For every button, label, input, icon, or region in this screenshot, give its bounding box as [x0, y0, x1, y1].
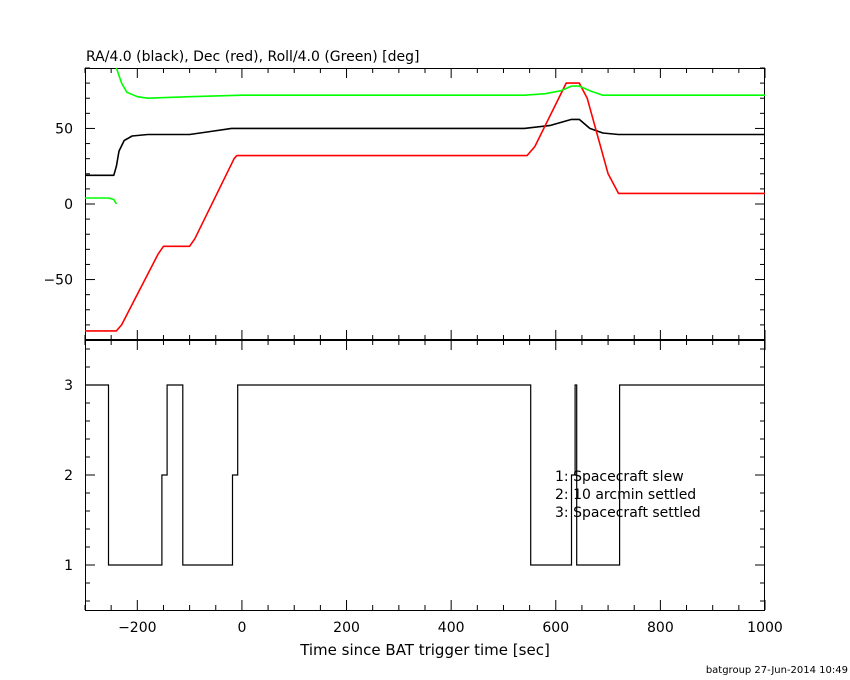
y-tick-label: 3 [64, 378, 73, 394]
x-axis-label: Time since BAT trigger time [sec] [299, 641, 550, 659]
y-tick-label: 2 [64, 468, 73, 484]
series-line-1 [85, 384, 765, 566]
top-y-tick-labels: −50 0 50 [43, 121, 73, 288]
x-tick-labels: −200 0 200 400 600 800 1000 [118, 620, 783, 636]
y-tick-label: −50 [43, 273, 73, 289]
x-tick-label: 400 [438, 620, 465, 636]
x-tick-label: 800 [647, 620, 674, 636]
top-panel-frame [85, 68, 765, 341]
series-line-3 [85, 197, 118, 205]
y-tick-label: 1 [64, 558, 73, 574]
series-line-1 [85, 118, 765, 177]
top-series-group [85, 67, 765, 332]
annotation-settled: 3: Spacecraft settled [555, 505, 701, 521]
x-tick-label: 0 [237, 620, 246, 636]
top-axis-ticks [84, 67, 766, 340]
y-tick-label: 0 [64, 197, 73, 213]
footer-stamp: batgroup 27-Jun-2014 10:49 [706, 665, 848, 676]
annotation-slew: 1: Spacecraft slew [555, 469, 684, 485]
x-tick-label: −200 [118, 620, 156, 636]
bottom-y-tick-labels: 1 2 3 [64, 378, 73, 574]
x-tick-label: 600 [542, 620, 569, 636]
series-line-2 [85, 82, 765, 332]
bottom-series-group [85, 384, 765, 566]
top-chart-title: RA/4.0 (black), Dec (red), Roll/4.0 (Gre… [86, 49, 419, 65]
series-line-4 [115, 67, 765, 99]
x-tick-label: 200 [333, 620, 360, 636]
annotation-10-arcmin: 2: 10 arcmin settled [555, 487, 696, 503]
x-tick-label: 1000 [747, 620, 783, 636]
y-tick-label: 50 [55, 121, 73, 137]
